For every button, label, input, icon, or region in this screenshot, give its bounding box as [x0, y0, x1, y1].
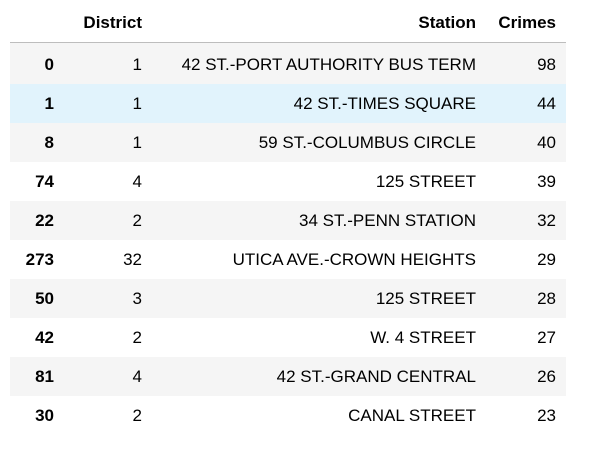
- row-index: 42: [10, 318, 64, 357]
- header-row: District Station Crimes: [10, 4, 566, 43]
- cell-district: 3: [64, 279, 152, 318]
- table-row: 42 2 W. 4 STREET 27: [10, 318, 566, 357]
- cell-crimes: 39: [486, 162, 566, 201]
- table-row: 273 32 UTICA AVE.-CROWN HEIGHTS 29: [10, 240, 566, 279]
- row-index: 273: [10, 240, 64, 279]
- table-row: 50 3 125 STREET 28: [10, 279, 566, 318]
- table-row: 8 1 59 ST.-COLUMBUS CIRCLE 40: [10, 123, 566, 162]
- cell-district: 32: [64, 240, 152, 279]
- cell-crimes: 26: [486, 357, 566, 396]
- row-index: 22: [10, 201, 64, 240]
- cell-station: CANAL STREET: [152, 396, 486, 435]
- row-index: 1: [10, 84, 64, 123]
- row-index: 74: [10, 162, 64, 201]
- cell-station: 34 ST.-PENN STATION: [152, 201, 486, 240]
- cell-crimes: 32: [486, 201, 566, 240]
- row-index: 50: [10, 279, 64, 318]
- row-index: 8: [10, 123, 64, 162]
- cell-crimes: 98: [486, 43, 566, 85]
- cell-station: W. 4 STREET: [152, 318, 486, 357]
- table-row: 1 1 42 ST.-TIMES SQUARE 44: [10, 84, 566, 123]
- column-header-district: District: [64, 4, 152, 43]
- cell-district: 4: [64, 357, 152, 396]
- cell-station: UTICA AVE.-CROWN HEIGHTS: [152, 240, 486, 279]
- cell-station: 59 ST.-COLUMBUS CIRCLE: [152, 123, 486, 162]
- cell-station: 125 STREET: [152, 162, 486, 201]
- cell-district: 2: [64, 201, 152, 240]
- cell-district: 4: [64, 162, 152, 201]
- row-index: 30: [10, 396, 64, 435]
- cell-crimes: 44: [486, 84, 566, 123]
- cell-crimes: 40: [486, 123, 566, 162]
- cell-crimes: 29: [486, 240, 566, 279]
- column-header-station: Station: [152, 4, 486, 43]
- cell-district: 2: [64, 318, 152, 357]
- row-index: 81: [10, 357, 64, 396]
- row-index: 0: [10, 43, 64, 85]
- table-row: 0 1 42 ST.-PORT AUTHORITY BUS TERM 98: [10, 43, 566, 85]
- cell-crimes: 28: [486, 279, 566, 318]
- cell-district: 1: [64, 84, 152, 123]
- cell-crimes: 23: [486, 396, 566, 435]
- cell-district: 1: [64, 123, 152, 162]
- cell-station: 125 STREET: [152, 279, 486, 318]
- table-row: 22 2 34 ST.-PENN STATION 32: [10, 201, 566, 240]
- dataframe-table: District Station Crimes 0 1 42 ST.-PORT AU…: [10, 4, 566, 435]
- cell-station: 42 ST.-TIMES SQUARE: [152, 84, 486, 123]
- table-row: 30 2 CANAL STREET 23: [10, 396, 566, 435]
- cell-station: 42 ST.-PORT AUTHORITY BUS TERM: [152, 43, 486, 85]
- cell-district: 2: [64, 396, 152, 435]
- column-header-crimes: Crimes: [486, 4, 566, 43]
- table-row: 81 4 42 ST.-GRAND CENTRAL 26: [10, 357, 566, 396]
- table-row: 74 4 125 STREET 39: [10, 162, 566, 201]
- cell-crimes: 27: [486, 318, 566, 357]
- index-header: [10, 4, 64, 43]
- dataframe-output: District Station Crimes 0 1 42 ST.-PORT AU…: [10, 4, 566, 435]
- cell-station: 42 ST.-GRAND CENTRAL: [152, 357, 486, 396]
- cell-district: 1: [64, 43, 152, 85]
